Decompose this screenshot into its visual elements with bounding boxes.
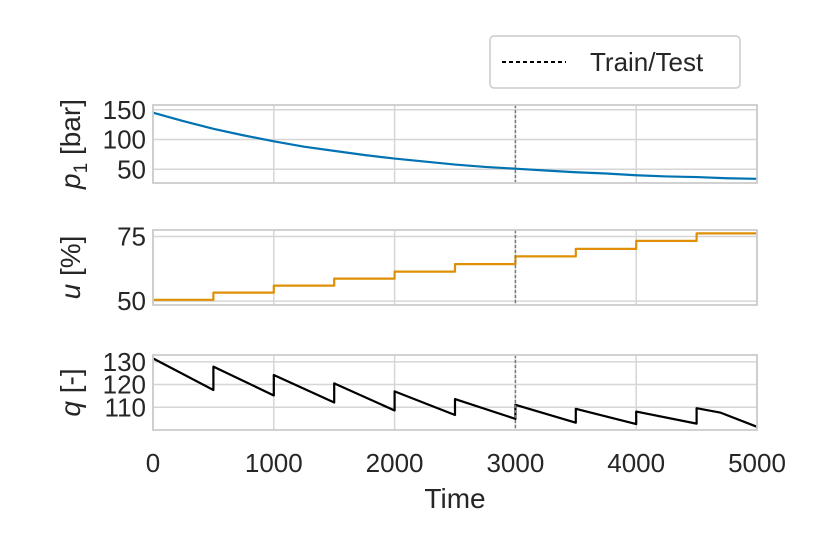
u-y-tick-label: 75 bbox=[117, 221, 146, 251]
u-y-axis-label: u [%] bbox=[55, 236, 86, 300]
frame-layer bbox=[152, 104, 758, 431]
x-axis-label: Time bbox=[424, 483, 485, 514]
p1-axes-frame bbox=[152, 104, 758, 184]
q-y-tick-label: 130 bbox=[103, 347, 146, 377]
x-tick-label: 3000 bbox=[486, 448, 544, 478]
q-y-tick-label: 120 bbox=[103, 370, 146, 400]
q-y-tick-label: 110 bbox=[105, 392, 146, 422]
p1-y-tick-label: 100 bbox=[103, 125, 146, 155]
q-series-line bbox=[152, 357, 758, 428]
p1-series-line bbox=[152, 111, 758, 180]
x-tick-label: 4000 bbox=[607, 448, 665, 478]
x-tick-label: 0 bbox=[146, 448, 160, 478]
legend: Train/Test bbox=[489, 35, 741, 89]
p1-y-axis-label: p1 [bar] bbox=[55, 99, 92, 190]
x-tick-label: 1000 bbox=[245, 448, 303, 478]
data-layer bbox=[152, 105, 758, 430]
u-y-tick-label: 50 bbox=[117, 286, 146, 316]
u-axes-frame bbox=[152, 229, 758, 306]
x-tick-label: 5000 bbox=[728, 448, 786, 478]
q-axes-frame bbox=[152, 354, 758, 431]
q-y-axis-label: q [-] bbox=[55, 368, 86, 416]
legend-box bbox=[489, 35, 741, 89]
u-series-line bbox=[153, 232, 757, 301]
legend-label: Train/Test bbox=[590, 47, 704, 77]
p1-y-tick-label: 150 bbox=[103, 95, 146, 125]
p1-y-tick-label: 50 bbox=[117, 154, 146, 184]
x-tick-label: 2000 bbox=[366, 448, 424, 478]
